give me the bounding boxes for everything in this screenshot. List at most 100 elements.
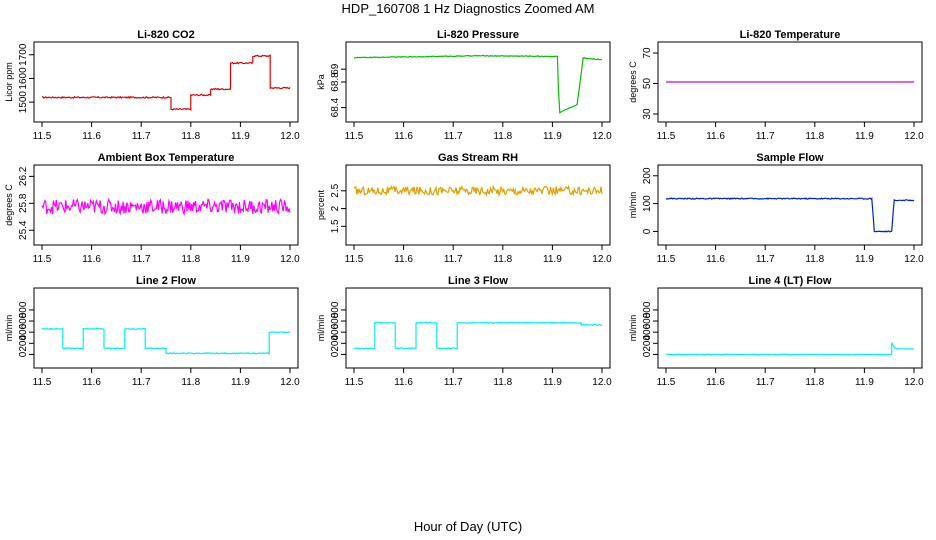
y-tick-label: 200 (642, 167, 653, 184)
chart-title: Line 2 Flow (136, 275, 196, 287)
y-tick-label: 1600 (18, 67, 29, 90)
y-tick-label: 400 (330, 323, 341, 340)
x-tick-label: 11.5 (33, 131, 52, 142)
plot-frame (33, 41, 299, 123)
x-tick-label: 11.7 (444, 254, 463, 265)
page-title: HDP_160708 1 Hz Diagnostics Zoomed AM (342, 1, 595, 16)
x-tick-label: 11.7 (756, 254, 775, 265)
chart-title: Li-820 Pressure (437, 29, 519, 41)
y-axis-label: ml/min (628, 192, 638, 219)
x-tick-label: 12.0 (592, 377, 612, 388)
plot-frame (657, 287, 923, 369)
x-tick-label: 11.5 (345, 377, 364, 388)
chart-panel: Line 3 Flow 11.5 11.6 11.7 11.8 11.9 12.0 02004… (316, 275, 612, 388)
y-tick-label: 0 (642, 351, 653, 357)
chart-title: Li-820 Temperature (740, 29, 841, 41)
plot-frame (657, 164, 923, 246)
x-tick-label: 11.9 (543, 131, 562, 142)
x-tick-label: 11.8 (181, 377, 200, 388)
chart-title: Ambient Box Temperature (98, 152, 235, 164)
y-tick-label: 26.2 (18, 166, 29, 186)
y-axis-label: ml/min (316, 315, 326, 342)
x-tick-label: 11.9 (543, 377, 562, 388)
y-tick-label: 0 (642, 228, 653, 234)
y-tick-label: 1.5 (330, 219, 341, 233)
x-tick-label: 11.7 (756, 377, 775, 388)
y-tick-label: 1500 (18, 91, 29, 114)
y-tick-label: 25.8 (18, 193, 29, 213)
y-tick-label: 200 (642, 335, 653, 352)
y-tick-label: 50 (642, 78, 653, 90)
x-tick-label: 11.8 (493, 254, 512, 265)
x-tick-label: 11.9 (231, 131, 250, 142)
plot-frame (345, 164, 611, 246)
y-tick-label: 25.4 (18, 220, 29, 240)
y-axis-label: degrees C (4, 184, 14, 226)
x-tick-label: 11.5 (345, 131, 364, 142)
chart-panel: Gas Stream RH 11.5 11.6 11.7 11.8 11.9 12.0 1.5… (316, 152, 612, 265)
plot-frame (33, 164, 299, 246)
y-tick-label: 0 (330, 351, 341, 357)
x-tick-label: 12.0 (592, 131, 612, 142)
x-tick-label: 11.6 (394, 131, 413, 142)
y-tick-label: 600 (642, 312, 653, 329)
chart-panel: Li-820 Pressure 11.5 11.6 11.7 11.8 11.9 12.0 6… (316, 29, 612, 142)
y-axis-label: ml/min (4, 315, 14, 342)
x-tick-label: 12.0 (904, 254, 924, 265)
chart-panel: Li-820 CO2 11.5 11.6 11.7 11.8 11.9 12.0 150016… (4, 29, 300, 142)
chart-title: Li-820 CO2 (137, 29, 194, 41)
plot-frame (657, 41, 923, 123)
x-tick-label: 11.8 (805, 254, 824, 265)
chart-panel: Line 2 Flow 11.5 11.6 11.7 11.8 11.9 12.0 02004… (4, 275, 300, 388)
x-tick-label: 11.5 (657, 131, 676, 142)
series-line (353, 54, 603, 114)
panel-grid: Li-820 CO2 11.5 11.6 11.7 11.8 11.9 12.0 150016… (4, 29, 924, 388)
x-tick-label: 11.5 (33, 254, 52, 265)
y-axis-label: kPa (316, 74, 326, 90)
y-tick-label: 200 (18, 335, 29, 352)
x-tick-label: 11.9 (543, 254, 562, 265)
y-tick-label: 600 (18, 312, 29, 329)
x-tick-label: 11.5 (345, 254, 364, 265)
chart-title: Line 3 Flow (448, 275, 508, 287)
plot-frame (345, 41, 611, 123)
y-tick-label: 800 (18, 301, 29, 318)
x-tick-label: 11.9 (231, 254, 250, 265)
y-tick-label: 100 (642, 195, 653, 212)
chart-title: Line 4 (LT) Flow (749, 275, 832, 287)
chart-title: Gas Stream RH (438, 152, 518, 164)
x-tick-label: 12.0 (280, 377, 300, 388)
x-tick-label: 12.0 (592, 254, 612, 265)
x-tick-label: 11.5 (657, 377, 676, 388)
x-tick-label: 11.8 (805, 131, 824, 142)
y-axis-label: degrees C (628, 61, 638, 103)
x-tick-label: 11.6 (394, 254, 413, 265)
x-tick-label: 11.8 (493, 131, 512, 142)
x-tick-label: 11.6 (82, 254, 101, 265)
y-tick-label: 68.8 (330, 72, 341, 92)
x-tick-label: 12.0 (904, 131, 924, 142)
y-axis-label: Licor ppm (4, 62, 14, 102)
x-tick-label: 11.9 (855, 377, 874, 388)
y-tick-label: 600 (330, 312, 341, 329)
series-line (41, 54, 291, 111)
x-tick-label: 11.8 (181, 131, 200, 142)
series-line (665, 197, 915, 233)
x-tick-label: 11.8 (805, 377, 824, 388)
x-tick-label: 11.7 (132, 254, 151, 265)
x-tick-label: 11.6 (394, 377, 413, 388)
y-tick-label: 69 (330, 63, 341, 75)
x-tick-label: 11.7 (756, 131, 775, 142)
y-tick-label: 0 (18, 351, 29, 357)
y-tick-label: 400 (642, 323, 653, 340)
series-line (353, 184, 603, 198)
y-tick-label: 70 (642, 47, 653, 59)
x-tick-label: 11.8 (181, 254, 200, 265)
x-axis-label: Hour of Day (UTC) (414, 519, 522, 534)
x-tick-label: 12.0 (280, 131, 300, 142)
y-tick-label: 2 (330, 205, 341, 211)
plot-frame (33, 287, 299, 369)
x-tick-label: 11.6 (82, 377, 101, 388)
y-tick-label: 200 (330, 335, 341, 352)
